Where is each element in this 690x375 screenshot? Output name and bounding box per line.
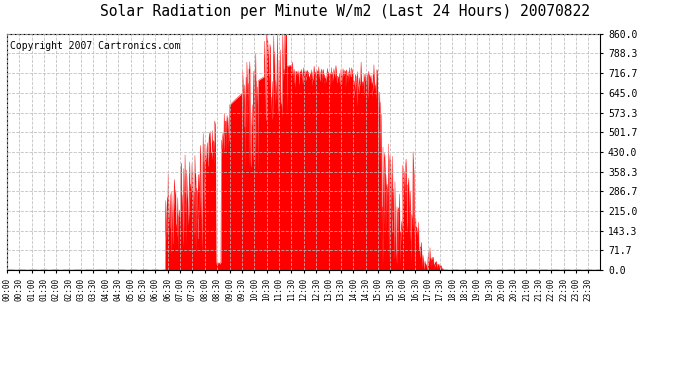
Text: Copyright 2007 Cartronics.com: Copyright 2007 Cartronics.com	[10, 41, 180, 51]
Text: Solar Radiation per Minute W/m2 (Last 24 Hours) 20070822: Solar Radiation per Minute W/m2 (Last 24…	[100, 4, 590, 19]
